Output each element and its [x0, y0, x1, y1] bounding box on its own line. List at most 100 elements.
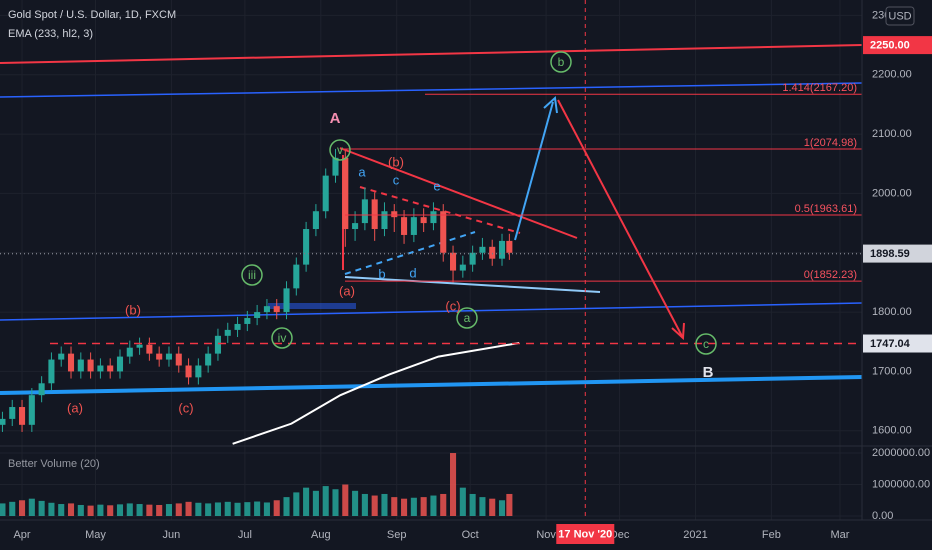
candle-body: [107, 365, 114, 372]
candle-body: [0, 418, 6, 425]
x-tick-label: Jul: [238, 529, 252, 541]
candle-body: [185, 365, 192, 378]
candle-body: [126, 347, 133, 357]
x-tick-label: Nov: [536, 529, 556, 541]
candle-body: [312, 211, 319, 230]
candle-body: [97, 365, 104, 372]
drawings: [0, 44, 863, 395]
volume-bar: [342, 484, 349, 517]
zone: [268, 303, 356, 309]
candle-body: [224, 329, 231, 336]
volume-bar: [0, 503, 6, 517]
chart-title: Gold Spot / U.S. Dollar, 1D, FXCM: [8, 9, 176, 21]
volume-bar: [185, 501, 192, 517]
candle-body: [116, 356, 124, 372]
volume-bar: [420, 497, 427, 517]
wave-circle: [241, 264, 263, 286]
volume-bar: [77, 504, 84, 517]
candle-body: [450, 252, 457, 271]
indicator-label: EMA (233, hl2, 3): [8, 28, 93, 40]
arrow-head: [671, 322, 685, 341]
wave-label: e: [433, 178, 440, 193]
wave-label: B: [703, 364, 714, 381]
fib-label: 1.414(2167.20): [782, 82, 857, 94]
volume-bar: [401, 498, 408, 517]
y-tick-label: 1700.00: [872, 365, 912, 377]
volume-bar: [205, 503, 212, 517]
volume-bar: [352, 490, 359, 517]
wave-label: (b): [388, 154, 404, 169]
volume-bar: [469, 493, 476, 517]
volume-bar: [391, 497, 398, 517]
volume-bar: [410, 497, 417, 517]
candle-body: [506, 240, 513, 253]
wave-label: (b): [125, 302, 141, 317]
volume-bar: [48, 502, 55, 517]
candle-body: [342, 157, 349, 230]
volume-bar: [107, 505, 114, 517]
currency-badge[interactable]: [885, 6, 915, 26]
wave-label: a: [358, 164, 366, 179]
wave-label: A: [330, 110, 341, 127]
wave-label: c: [393, 172, 400, 187]
volume-bar: [489, 498, 496, 517]
volume-bar: [283, 497, 290, 517]
candle-body: [459, 264, 466, 271]
candle-body: [293, 264, 300, 289]
volume-tick-label: 2000000.00: [872, 447, 930, 459]
ema-line: [232, 341, 520, 445]
volume-tick-label: 0.00: [872, 510, 893, 522]
wave-label: d: [409, 265, 416, 280]
wave-label: (a): [67, 400, 83, 415]
price-tag-label: 1747.04: [870, 338, 911, 350]
candle-body: [146, 344, 153, 354]
volume-bar: [156, 504, 163, 517]
volume-bar: [214, 502, 221, 517]
x-tick-label: Sep: [387, 529, 407, 541]
wave-label: iii: [248, 268, 256, 282]
x-tick-label: Oct: [462, 529, 479, 541]
candle-body: [303, 229, 310, 265]
volume-bar: [97, 504, 104, 517]
candle-body: [77, 359, 84, 372]
candle-body: [48, 359, 55, 384]
wave-label: b: [558, 55, 565, 69]
candle-body: [156, 353, 163, 360]
channel-line: [0, 82, 863, 98]
trend-line: [0, 44, 863, 64]
candle-body: [381, 211, 388, 230]
x-tick-label: Apr: [13, 529, 30, 541]
volume-bar: [244, 502, 251, 517]
volume-bar: [479, 497, 486, 517]
wave-label: v: [337, 143, 343, 157]
y-tick-label: 2100.00: [872, 128, 912, 140]
candle-body: [9, 407, 16, 419]
wave-label: c: [703, 337, 709, 351]
triangle-line: [344, 231, 476, 275]
price-tag: [863, 244, 932, 263]
candle-body: [205, 353, 212, 366]
candle-body: [430, 211, 437, 224]
volume-bar: [224, 501, 231, 517]
volume-bar: [322, 486, 329, 517]
volume-bar: [430, 495, 437, 517]
candle-body: [440, 211, 447, 253]
wave-label: (a): [339, 283, 355, 298]
channel-line: [0, 302, 863, 321]
volume-bar: [116, 504, 124, 517]
triangle-line: [339, 147, 578, 239]
x-tick-label: Feb: [762, 529, 781, 541]
volume-bar: [273, 500, 280, 517]
volume-bar: [28, 498, 35, 517]
currency-label[interactable]: USD: [888, 10, 911, 22]
candle-body: [371, 199, 378, 230]
volume-title: Better Volume (20): [8, 458, 100, 470]
candle-body: [28, 395, 35, 425]
y-tick-label: 1600.00: [872, 425, 912, 437]
candle-body: [244, 318, 251, 324]
candle-body: [67, 353, 75, 372]
candle-body: [175, 353, 182, 366]
candle-body: [195, 365, 202, 378]
volume-bar: [234, 502, 241, 517]
volume-bar: [136, 504, 143, 517]
